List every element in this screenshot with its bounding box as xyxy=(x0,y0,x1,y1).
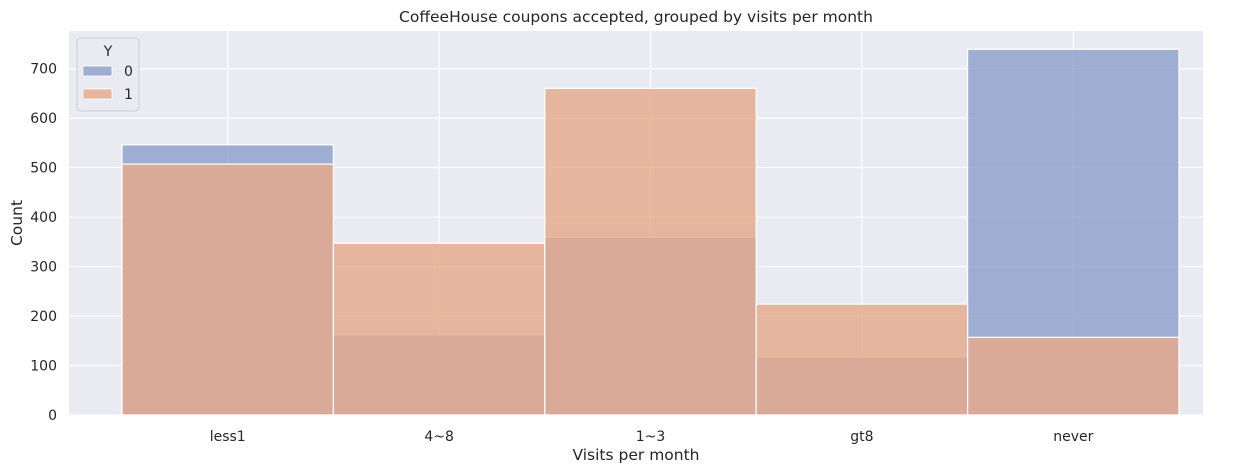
y-tick-label: 0 xyxy=(48,408,57,424)
x-axis: less1 4~8 1~3 gt8 never xyxy=(210,429,1094,445)
legend-label-0: 0 xyxy=(124,64,133,80)
x-tick-label: gt8 xyxy=(850,429,873,445)
y-axis-label: Count xyxy=(8,200,26,246)
y-tick-label: 600 xyxy=(30,111,57,127)
y-tick-label: 400 xyxy=(30,210,57,226)
y-tick-label: 100 xyxy=(30,359,57,375)
x-tick-label: 1~3 xyxy=(636,429,666,445)
y-tick-label: 700 xyxy=(30,62,57,78)
y-tick-label: 200 xyxy=(30,309,57,325)
legend-swatch-0 xyxy=(82,65,113,77)
x-axis-label: Visits per month xyxy=(572,446,699,464)
x-tick-label: 4~8 xyxy=(424,429,454,445)
legend-label-1: 1 xyxy=(124,87,133,103)
bar-series-1-4~8 xyxy=(332,242,546,416)
bar-series-1-gt8 xyxy=(755,303,969,416)
x-tick-label: less1 xyxy=(210,429,246,445)
y-tick-label: 300 xyxy=(30,260,57,276)
bars xyxy=(121,48,1180,416)
legend: Y 0 1 xyxy=(76,37,140,112)
bar-series-1-less1 xyxy=(121,163,334,416)
legend-title: Y xyxy=(103,44,113,60)
bar-series-1-1~3 xyxy=(544,87,757,416)
legend-swatch-1 xyxy=(82,88,113,100)
bar-series-1-never xyxy=(966,336,1180,416)
y-axis: 0 100 200 300 400 500 600 700 xyxy=(30,62,57,424)
x-tick-label: never xyxy=(1053,429,1093,445)
y-tick-label: 500 xyxy=(30,161,57,177)
chart-title: CoffeeHouse coupons accepted, grouped by… xyxy=(399,8,873,26)
